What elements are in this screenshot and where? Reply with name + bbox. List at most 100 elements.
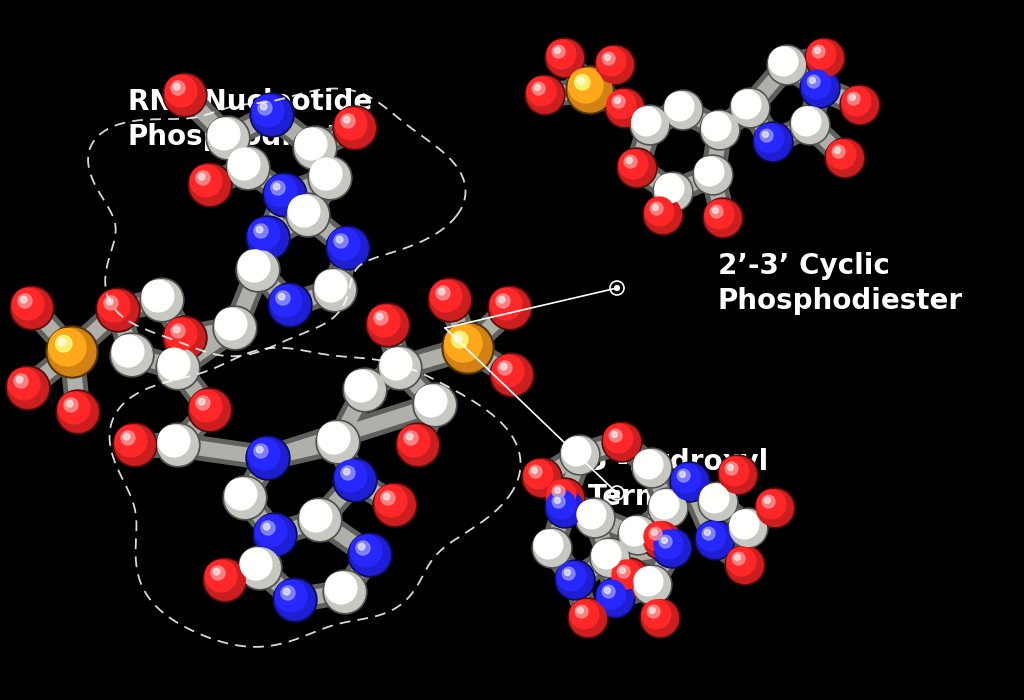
- Circle shape: [610, 558, 650, 598]
- Circle shape: [244, 256, 258, 270]
- Circle shape: [702, 527, 715, 540]
- Circle shape: [720, 456, 757, 494]
- Circle shape: [663, 181, 669, 188]
- Circle shape: [653, 530, 690, 566]
- Circle shape: [286, 193, 330, 237]
- Circle shape: [300, 500, 332, 532]
- Circle shape: [640, 598, 680, 638]
- Circle shape: [156, 346, 200, 390]
- Circle shape: [529, 466, 542, 478]
- Circle shape: [597, 580, 634, 617]
- Circle shape: [308, 508, 315, 515]
- Circle shape: [238, 546, 282, 590]
- Circle shape: [763, 132, 768, 137]
- Circle shape: [611, 431, 617, 438]
- Circle shape: [632, 565, 672, 605]
- Circle shape: [620, 517, 649, 546]
- Circle shape: [415, 385, 446, 417]
- Circle shape: [650, 202, 663, 215]
- Circle shape: [368, 304, 409, 345]
- Circle shape: [731, 90, 768, 127]
- Circle shape: [522, 458, 562, 498]
- Circle shape: [711, 205, 723, 218]
- Circle shape: [693, 155, 733, 195]
- Circle shape: [727, 547, 756, 576]
- Circle shape: [737, 95, 750, 108]
- Circle shape: [323, 570, 367, 614]
- Circle shape: [607, 90, 636, 119]
- Circle shape: [776, 55, 782, 60]
- Circle shape: [261, 521, 275, 535]
- Circle shape: [827, 140, 856, 169]
- Circle shape: [208, 118, 248, 158]
- Circle shape: [164, 354, 178, 368]
- Circle shape: [647, 606, 660, 618]
- Circle shape: [239, 250, 270, 282]
- Circle shape: [258, 101, 272, 115]
- Circle shape: [227, 148, 268, 188]
- Circle shape: [151, 288, 157, 295]
- Circle shape: [268, 283, 312, 327]
- Circle shape: [697, 522, 726, 551]
- Text: 2’-3’ Cyclic
Phosphodiester: 2’-3’ Cyclic Phosphodiester: [718, 252, 964, 314]
- Circle shape: [568, 68, 612, 112]
- Circle shape: [554, 498, 560, 503]
- Circle shape: [585, 508, 591, 513]
- Circle shape: [654, 174, 691, 211]
- Circle shape: [713, 207, 719, 214]
- Circle shape: [188, 163, 232, 207]
- Circle shape: [256, 447, 263, 453]
- Circle shape: [328, 228, 369, 268]
- Circle shape: [547, 40, 584, 76]
- Circle shape: [67, 400, 73, 407]
- Circle shape: [812, 46, 825, 58]
- Circle shape: [341, 466, 355, 480]
- Circle shape: [634, 566, 671, 603]
- Text: RNA Nucleotide
Phosphodiester: RNA Nucleotide Phosphodiester: [128, 88, 373, 150]
- Circle shape: [452, 331, 468, 348]
- Circle shape: [350, 535, 390, 575]
- Circle shape: [407, 433, 413, 440]
- Circle shape: [552, 495, 565, 508]
- Circle shape: [260, 104, 267, 110]
- Circle shape: [739, 97, 745, 104]
- Circle shape: [718, 455, 758, 495]
- Circle shape: [614, 491, 620, 496]
- Circle shape: [663, 90, 703, 130]
- Circle shape: [103, 296, 118, 310]
- Circle shape: [57, 392, 98, 432]
- Circle shape: [590, 538, 630, 578]
- Circle shape: [767, 45, 807, 85]
- Circle shape: [221, 314, 234, 328]
- Circle shape: [602, 585, 615, 598]
- Circle shape: [246, 554, 260, 568]
- Circle shape: [642, 520, 682, 560]
- Circle shape: [246, 436, 290, 480]
- Circle shape: [225, 478, 257, 510]
- Circle shape: [250, 93, 294, 137]
- Circle shape: [672, 464, 700, 493]
- Circle shape: [444, 324, 492, 372]
- Circle shape: [269, 285, 310, 326]
- Circle shape: [762, 495, 775, 508]
- Circle shape: [574, 75, 590, 90]
- Circle shape: [809, 78, 815, 83]
- Circle shape: [255, 514, 295, 555]
- Circle shape: [345, 370, 385, 410]
- Circle shape: [545, 478, 585, 518]
- Circle shape: [648, 488, 688, 528]
- Circle shape: [835, 148, 841, 153]
- Circle shape: [790, 105, 830, 145]
- Circle shape: [652, 204, 658, 211]
- Circle shape: [203, 558, 247, 602]
- Circle shape: [248, 218, 280, 250]
- Circle shape: [639, 572, 652, 585]
- Circle shape: [592, 540, 629, 576]
- Circle shape: [270, 285, 302, 317]
- Circle shape: [208, 118, 240, 150]
- Circle shape: [769, 47, 806, 83]
- Circle shape: [10, 286, 54, 330]
- Circle shape: [331, 578, 345, 592]
- Circle shape: [532, 528, 572, 568]
- Circle shape: [802, 70, 830, 99]
